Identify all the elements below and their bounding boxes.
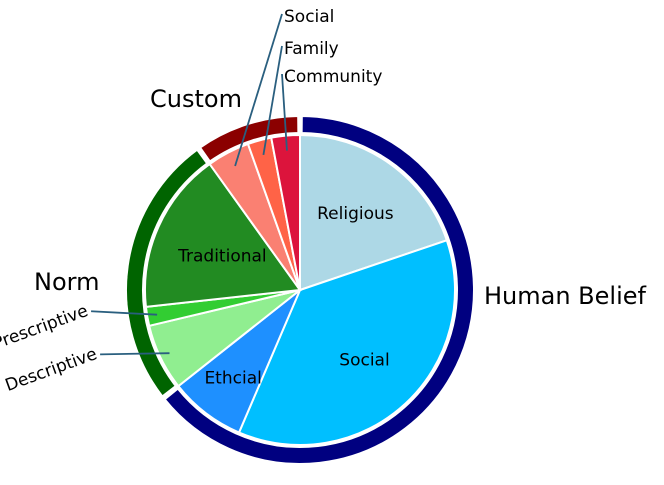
label-norm-descriptive: Descriptive [3,344,100,396]
slice-norm-traditional [144,162,302,308]
label-human-belief-ethcial: Ethcial [204,368,261,388]
label-human-belief-social: Social [339,351,389,371]
label-norm-prescriptive: Prescriptive [0,301,91,354]
label-norm-traditional: Traditional [177,246,267,266]
leader-lines [91,13,288,356]
label-custom-social: Social [284,7,334,27]
inner-pie [144,133,456,446]
group-label-human-belief: Human Belief [484,282,647,310]
group-arc-human-belief [163,114,475,465]
label-human-belief-religious: Religious [317,204,394,224]
leader-prescriptive [91,310,158,316]
slice-human-belief-social [237,239,456,446]
leader-custom-community [281,73,288,151]
group-label-norm: Norm [34,268,99,296]
label-custom-community: Community [284,67,382,87]
leader-custom-family [262,45,283,156]
group-label-custom: Custom [150,85,242,113]
leader-custom-social [234,13,283,167]
label-custom-family: Family [284,39,339,59]
group-arc-custom [198,114,300,163]
leader-descriptive [100,352,170,356]
slice-human-belief-religious [299,133,449,292]
